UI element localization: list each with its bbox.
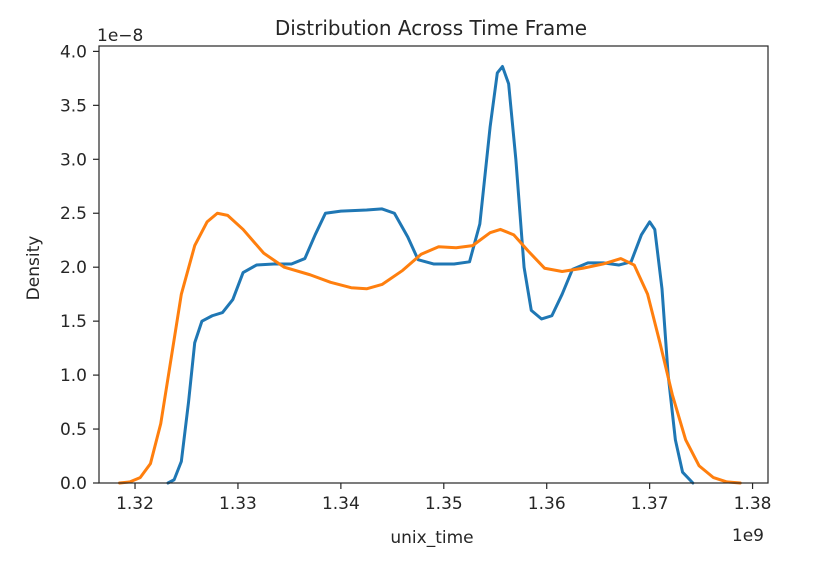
y-tick-label: 1.5 bbox=[60, 312, 87, 332]
axes-layer: 1.32 1.33 1.34 1.35 1.36 1.37 1.38 0.0 0.5 1.0 1.5… bbox=[60, 42, 772, 514]
x-tick-label: 1.38 bbox=[734, 494, 772, 514]
x-tick-label: 1.36 bbox=[528, 494, 566, 514]
density-line-1 bbox=[166, 65, 695, 485]
x-tick-label: 1.35 bbox=[425, 494, 463, 514]
x-axis-label: unix_time bbox=[390, 528, 473, 548]
series-layer bbox=[118, 65, 742, 485]
x-tick-label: 1.37 bbox=[631, 494, 669, 514]
y-tick-label: 0.5 bbox=[60, 420, 87, 440]
y-offset-label: 1e−8 bbox=[97, 26, 143, 46]
x-tick-label: 1.32 bbox=[116, 494, 154, 514]
x-offset-label: 1e9 bbox=[732, 526, 764, 546]
x-tick-label: 1.34 bbox=[322, 494, 360, 514]
y-tick-label: 2.5 bbox=[60, 204, 87, 224]
y-tick-label: 3.5 bbox=[60, 96, 87, 116]
x-tick-label: 1.33 bbox=[219, 494, 257, 514]
density-line-2 bbox=[118, 211, 742, 485]
plot-area: 1.32 1.33 1.34 1.35 1.36 1.37 1.38 0.0 0.5 1.0 1.5… bbox=[60, 42, 772, 514]
chart-title: Distribution Across Time Frame bbox=[275, 16, 587, 40]
y-tick-label: 2.0 bbox=[60, 258, 87, 278]
y-tick-label: 1.0 bbox=[60, 366, 87, 386]
y-tick-label: 0.0 bbox=[60, 474, 87, 494]
y-tick-label: 3.0 bbox=[60, 150, 87, 170]
y-axis-label: Density bbox=[24, 236, 44, 301]
plot-frame bbox=[98, 45, 769, 484]
y-tick-label: 4.0 bbox=[60, 42, 87, 62]
